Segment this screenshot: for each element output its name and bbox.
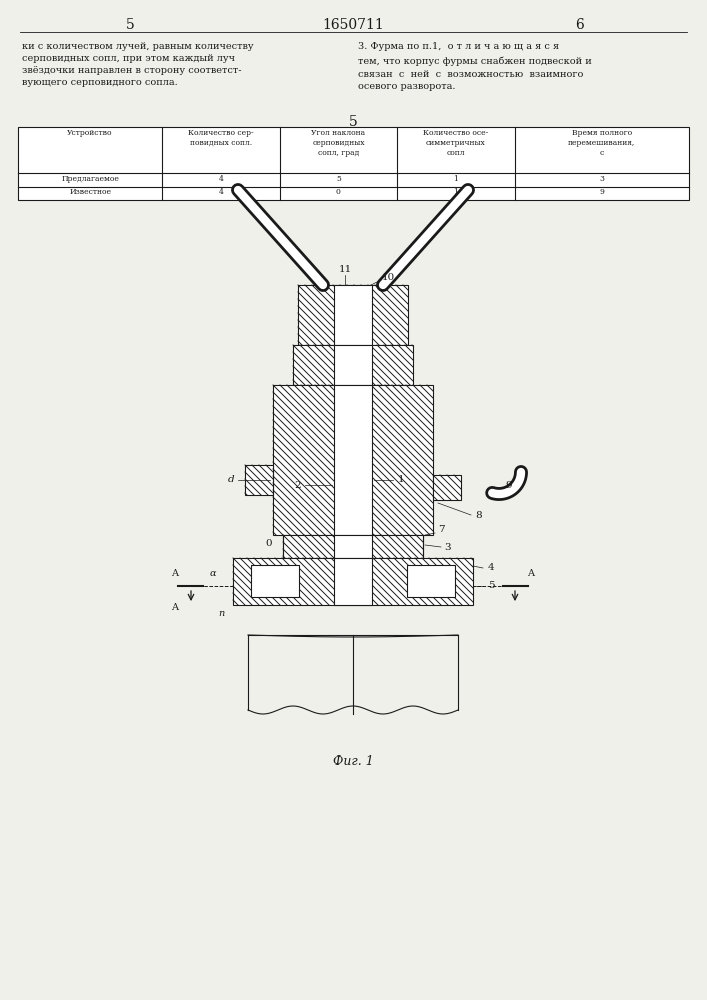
Text: 4: 4 xyxy=(218,188,223,196)
Text: 5: 5 xyxy=(349,115,357,129)
Text: n: n xyxy=(218,608,224,617)
Text: A: A xyxy=(527,570,534,578)
Bar xyxy=(433,475,461,500)
Text: A: A xyxy=(172,570,178,578)
Bar xyxy=(233,558,473,605)
Text: 3: 3 xyxy=(600,175,604,183)
Text: 8: 8 xyxy=(476,510,482,520)
Text: 6: 6 xyxy=(575,18,585,32)
Text: 5: 5 xyxy=(126,18,134,32)
Text: 1: 1 xyxy=(453,175,458,183)
Text: 7: 7 xyxy=(438,526,444,534)
Text: Количество сер-
повидных сопл.: Количество сер- повидных сопл. xyxy=(188,129,254,147)
Text: α: α xyxy=(210,570,216,578)
Bar xyxy=(293,345,413,385)
Bar xyxy=(245,465,273,495)
Text: Устройство: Устройство xyxy=(67,129,113,137)
Text: A: A xyxy=(172,603,178,612)
Text: тем, что корпус фурмы снабжен подвеской и
связан  с  ней  с  возможностью  взаим: тем, что корпус фурмы снабжен подвеской … xyxy=(358,57,592,91)
Bar xyxy=(334,345,372,385)
Text: 3: 3 xyxy=(445,542,451,552)
Bar xyxy=(251,565,299,597)
Text: Время полного
перемешивания,
с: Время полного перемешивания, с xyxy=(568,129,636,157)
Text: 1: 1 xyxy=(453,188,458,196)
Bar xyxy=(18,127,689,200)
Text: 10: 10 xyxy=(381,272,395,282)
Bar xyxy=(298,285,408,345)
Text: 3. Фурма по п.1,  о т л и ч а ю щ а я с я: 3. Фурма по п.1, о т л и ч а ю щ а я с я xyxy=(358,42,559,51)
Bar xyxy=(273,385,433,535)
Text: Известное: Известное xyxy=(69,188,111,196)
Text: Количество осе-
симметричных
сопл: Количество осе- симметричных сопл xyxy=(423,129,489,157)
Bar xyxy=(407,565,455,597)
Text: 5: 5 xyxy=(488,582,494,590)
Text: ки с количеством лучей, равным количеству
серповидных сопл, при этом каждый луч
: ки с количеством лучей, равным количеств… xyxy=(22,42,254,87)
Text: 2: 2 xyxy=(295,481,301,489)
Bar xyxy=(334,535,372,558)
Text: 0: 0 xyxy=(266,538,272,548)
Bar xyxy=(334,385,372,535)
Text: Фиг. 1: Фиг. 1 xyxy=(332,755,373,768)
Text: 1650711: 1650711 xyxy=(322,18,384,32)
Bar xyxy=(283,535,423,558)
Bar xyxy=(334,558,372,605)
Text: Предлагаемое: Предлагаемое xyxy=(62,175,119,183)
Text: 5: 5 xyxy=(336,175,341,183)
Text: 9: 9 xyxy=(506,481,513,489)
Text: 1: 1 xyxy=(397,476,404,485)
Bar xyxy=(334,285,372,345)
Text: 0: 0 xyxy=(336,188,341,196)
Text: 4: 4 xyxy=(218,175,223,183)
Text: 4: 4 xyxy=(488,564,494,572)
Text: 9: 9 xyxy=(600,188,604,196)
Text: d: d xyxy=(228,476,234,485)
Text: 11: 11 xyxy=(339,265,351,274)
Text: Угол наклона
серповидных
сопл, град: Угол наклона серповидных сопл, град xyxy=(311,129,366,157)
